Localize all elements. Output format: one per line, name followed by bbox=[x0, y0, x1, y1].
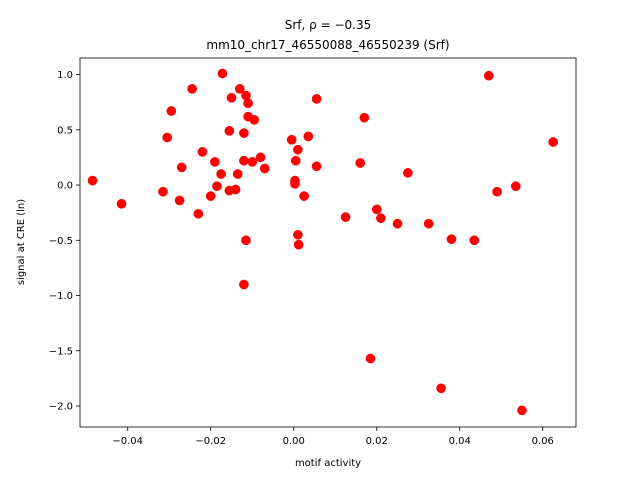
data-point bbox=[423, 218, 434, 229]
x-tick-label: 0.04 bbox=[449, 436, 471, 447]
data-point bbox=[290, 179, 300, 189]
data-point bbox=[403, 168, 413, 178]
data-point bbox=[311, 94, 322, 104]
data-point bbox=[174, 195, 185, 206]
data-point bbox=[255, 152, 266, 163]
data-point bbox=[87, 175, 98, 186]
data-point bbox=[239, 155, 249, 166]
data-point bbox=[286, 134, 297, 145]
data-point bbox=[193, 208, 204, 219]
data-point bbox=[340, 212, 351, 222]
data-point bbox=[259, 163, 270, 174]
data-point bbox=[436, 383, 446, 394]
data-point bbox=[247, 157, 258, 167]
y-axis-label: signal at CRE (ln) bbox=[16, 199, 27, 285]
data-point bbox=[197, 147, 208, 157]
data-point bbox=[234, 84, 245, 94]
data-point bbox=[239, 128, 249, 138]
y-tick-label: 0.5 bbox=[57, 125, 73, 136]
x-tick-label: −0.04 bbox=[112, 436, 143, 447]
data-point bbox=[359, 112, 370, 123]
data-point bbox=[176, 162, 187, 173]
data-point bbox=[226, 92, 237, 103]
data-point bbox=[230, 184, 241, 195]
data-point bbox=[210, 157, 220, 167]
data-point bbox=[293, 144, 303, 155]
data-point bbox=[205, 191, 216, 201]
x-tick-label: 0.06 bbox=[532, 436, 554, 447]
data-point bbox=[446, 234, 457, 245]
data-point bbox=[116, 198, 127, 209]
data-point bbox=[166, 106, 177, 116]
plot-area: −0.04 −0.02 0.00 0.02 0.04 0.06 −2.0 −1.5 −1.0 −0… bbox=[49, 57, 577, 447]
data-point bbox=[355, 158, 366, 168]
data-point bbox=[216, 169, 226, 179]
data-point bbox=[365, 353, 376, 364]
x-axis-label: motif activity bbox=[295, 458, 361, 469]
data-point bbox=[293, 239, 304, 250]
data-point bbox=[217, 68, 228, 79]
data-point bbox=[392, 218, 403, 229]
data-point bbox=[510, 181, 521, 192]
data-point bbox=[243, 98, 253, 109]
data-point bbox=[303, 131, 314, 142]
data-point bbox=[483, 70, 494, 81]
data-point bbox=[232, 169, 243, 179]
data-point bbox=[187, 84, 197, 94]
data-point bbox=[469, 235, 480, 246]
data-point bbox=[311, 161, 322, 172]
y-tick-label: −2.0 bbox=[49, 402, 73, 413]
data-point bbox=[241, 235, 251, 246]
data-point bbox=[371, 204, 382, 215]
y-tick-label: −1.0 bbox=[49, 291, 73, 302]
data-point bbox=[224, 126, 235, 136]
data-point bbox=[548, 137, 559, 147]
data-point bbox=[239, 279, 249, 290]
data-point bbox=[299, 191, 309, 201]
data-point bbox=[376, 213, 386, 224]
x-tick-label: 0.00 bbox=[283, 436, 305, 447]
y-tick-label: −1.5 bbox=[49, 346, 73, 357]
y-tick-label: 1.0 bbox=[57, 70, 73, 81]
x-tick-label: 0.02 bbox=[366, 436, 388, 447]
data-point bbox=[162, 132, 173, 143]
data-point bbox=[158, 186, 168, 197]
data-point bbox=[249, 115, 260, 125]
data-point bbox=[492, 186, 502, 197]
plot-frame bbox=[79, 57, 577, 428]
data-point bbox=[290, 155, 301, 166]
data-point bbox=[517, 405, 527, 416]
y-tick-label: −0.5 bbox=[49, 236, 73, 247]
chart-title-line-1: Srf, ρ = −0.35 bbox=[285, 18, 371, 32]
data-point bbox=[212, 181, 222, 192]
y-tick-label: 0.0 bbox=[57, 181, 73, 192]
data-point bbox=[293, 229, 303, 240]
chart-title-line-2: mm10_chr17_46550088_46550239 (Srf) bbox=[206, 38, 449, 52]
x-tick-label: −0.02 bbox=[195, 436, 226, 447]
